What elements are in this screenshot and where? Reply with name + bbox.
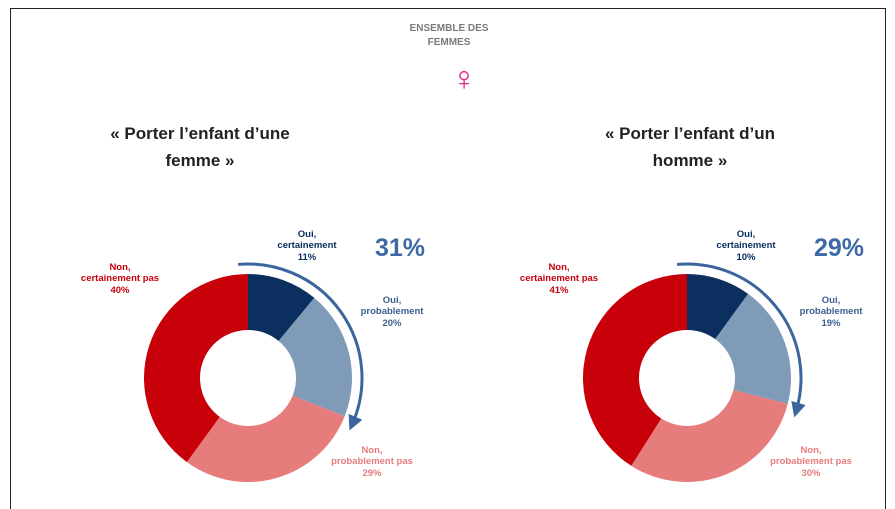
frame [10,8,886,509]
total-label: 31% [375,234,425,262]
slice-label: Non, certainement pas [520,262,598,284]
slice-label: Oui, certainement [277,229,337,251]
slice-label: Non, probablement pas [331,445,413,467]
donut-slice [186,395,345,482]
value-label: 19% [821,318,841,329]
donut-slice [687,274,749,340]
slice-label: Non, probablement pas [770,445,852,467]
value-label: 40% [110,285,130,296]
donut-slice [583,274,687,466]
total-label: 29% [814,234,864,262]
header-symbol: ♀ [451,60,477,98]
donut-slice [715,293,791,404]
chart-title: « Porter l’enfant d’un homme » [604,124,776,170]
header-title: ENSEMBLE DES FEMMES [409,23,489,48]
donut-slice [248,274,315,342]
value-label: 10% [736,252,756,263]
donut-slice [631,389,788,482]
slice-label: Oui, probablement [800,295,864,317]
value-label: 29% [362,468,382,479]
value-label: 11% [298,252,317,263]
total-arrow [237,262,364,431]
value-label: 41% [549,285,569,296]
slice-label: Non, certainement pas [81,262,159,284]
chart-title: « Porter l’enfant d’une femme » [110,124,290,170]
total-arrow [676,262,806,418]
value-label: 20% [382,318,402,329]
donut-slice [278,297,352,417]
slice-label: Oui, certainement [716,229,776,251]
donut-slice [143,274,248,463]
value-label: 30% [801,468,821,479]
slice-label: Oui, probablement [361,295,425,317]
